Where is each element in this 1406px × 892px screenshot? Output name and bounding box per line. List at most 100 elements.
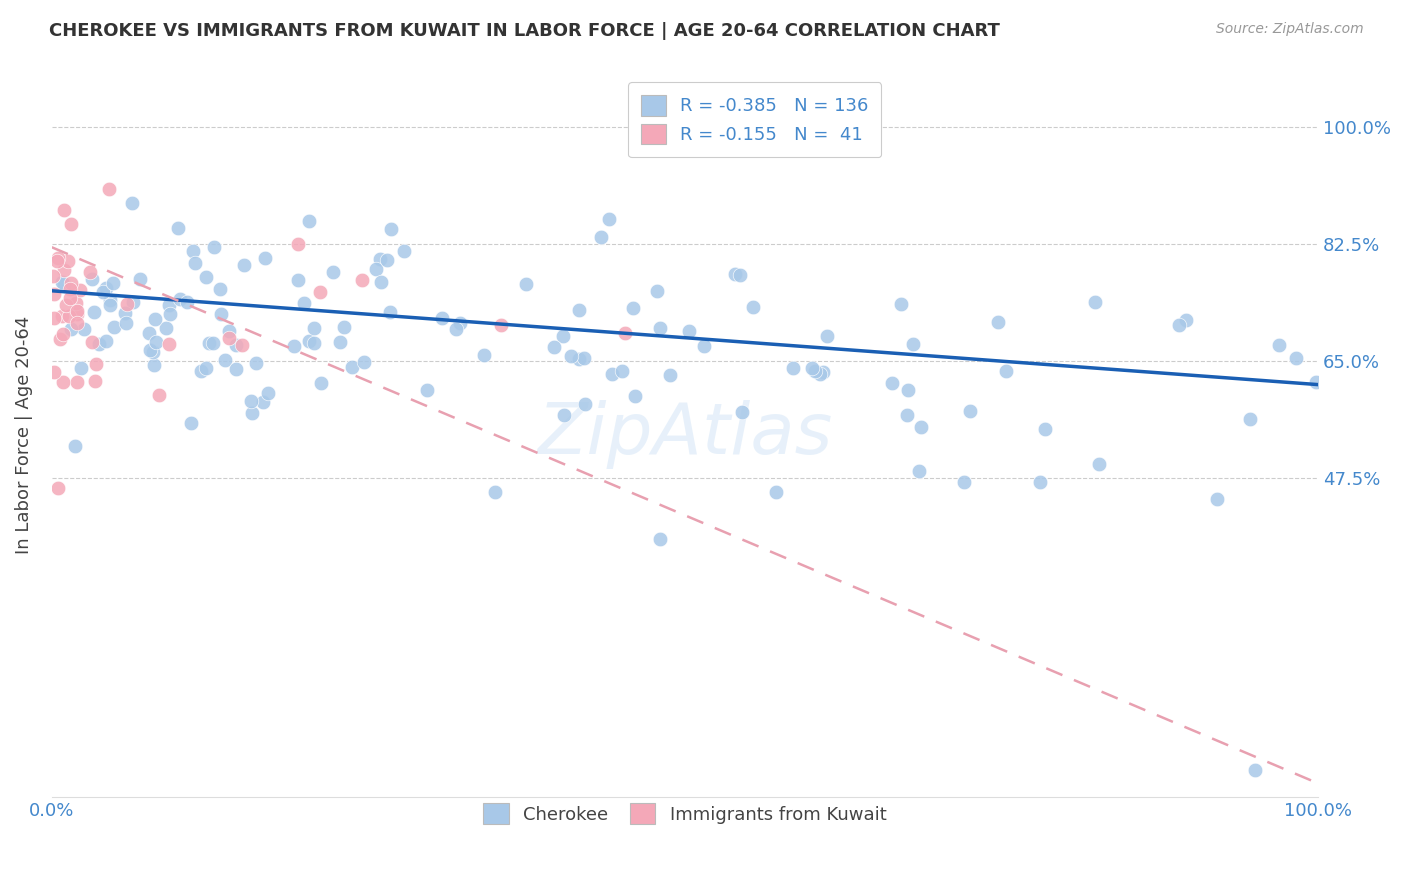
- Text: ZipAtlas: ZipAtlas: [537, 401, 832, 469]
- Point: [598, 211, 620, 226]
- Point: [731, 405, 754, 419]
- Point: [240, 406, 263, 420]
- Point: [568, 303, 591, 318]
- Point: [297, 214, 319, 228]
- Point: [995, 364, 1018, 378]
- Point: [257, 386, 280, 401]
- Point: [148, 387, 170, 401]
- Point: [287, 273, 309, 287]
- Point: [184, 256, 207, 270]
- Point: [52, 327, 75, 342]
- Point: [225, 362, 247, 376]
- Point: [515, 277, 537, 292]
- Point: [180, 417, 202, 431]
- Point: [46, 252, 69, 266]
- Point: [66, 375, 89, 389]
- Point: [380, 222, 402, 236]
- Point: [765, 485, 787, 500]
- Point: [612, 364, 634, 378]
- Point: [322, 265, 344, 279]
- Point: [225, 338, 247, 352]
- Point: [201, 336, 224, 351]
- Point: [42, 268, 65, 283]
- Point: [59, 292, 82, 306]
- Point: [100, 297, 122, 311]
- Point: [129, 272, 152, 286]
- Point: [46, 253, 69, 268]
- Y-axis label: In Labor Force | Age 20-64: In Labor Force | Age 20-64: [15, 316, 32, 554]
- Point: [624, 389, 647, 403]
- Point: [908, 464, 931, 478]
- Point: [53, 262, 76, 277]
- Point: [59, 277, 82, 291]
- Point: [1028, 475, 1050, 489]
- Point: [138, 326, 160, 340]
- Point: [83, 304, 105, 318]
- Point: [159, 307, 181, 321]
- Point: [574, 397, 596, 411]
- Point: [98, 293, 121, 308]
- Point: [910, 420, 932, 434]
- Point: [79, 265, 101, 279]
- Point: [103, 276, 125, 290]
- Point: [84, 374, 107, 388]
- Point: [309, 285, 332, 299]
- Point: [302, 321, 325, 335]
- Point: [1033, 421, 1056, 435]
- Point: [1239, 412, 1261, 426]
- Point: [209, 307, 232, 321]
- Point: [543, 340, 565, 354]
- Point: [880, 376, 903, 390]
- Point: [143, 312, 166, 326]
- Point: [159, 337, 181, 351]
- Point: [49, 332, 72, 346]
- Point: [1205, 491, 1227, 506]
- Text: Source: ZipAtlas.com: Source: ZipAtlas.com: [1216, 22, 1364, 37]
- Point: [98, 182, 121, 196]
- Point: [551, 328, 574, 343]
- Point: [59, 217, 82, 231]
- Point: [80, 334, 103, 349]
- Point: [51, 309, 73, 323]
- Point: [121, 196, 143, 211]
- Point: [416, 384, 439, 398]
- Point: [46, 482, 69, 496]
- Point: [560, 349, 582, 363]
- Point: [959, 403, 981, 417]
- Point: [484, 485, 506, 500]
- Point: [896, 408, 918, 422]
- Point: [58, 309, 80, 323]
- Point: [103, 320, 125, 334]
- Point: [166, 221, 188, 235]
- Point: [648, 532, 671, 546]
- Point: [800, 361, 823, 376]
- Point: [298, 334, 321, 349]
- Point: [591, 229, 613, 244]
- Point: [239, 394, 262, 409]
- Point: [1243, 763, 1265, 777]
- Point: [42, 286, 65, 301]
- Point: [231, 337, 253, 351]
- Point: [782, 360, 804, 375]
- Point: [353, 354, 375, 368]
- Point: [218, 324, 240, 338]
- Point: [329, 335, 352, 350]
- Point: [333, 319, 356, 334]
- Point: [568, 351, 591, 366]
- Point: [42, 311, 65, 326]
- Point: [42, 365, 65, 379]
- Point: [901, 336, 924, 351]
- Point: [145, 334, 167, 349]
- Point: [804, 364, 827, 378]
- Point: [364, 262, 387, 277]
- Point: [489, 318, 512, 332]
- Point: [115, 297, 138, 311]
- Point: [815, 328, 838, 343]
- Point: [430, 310, 453, 325]
- Point: [1167, 318, 1189, 333]
- Point: [292, 295, 315, 310]
- Point: [808, 368, 831, 382]
- Point: [91, 285, 114, 300]
- Point: [600, 367, 623, 381]
- Point: [59, 282, 82, 296]
